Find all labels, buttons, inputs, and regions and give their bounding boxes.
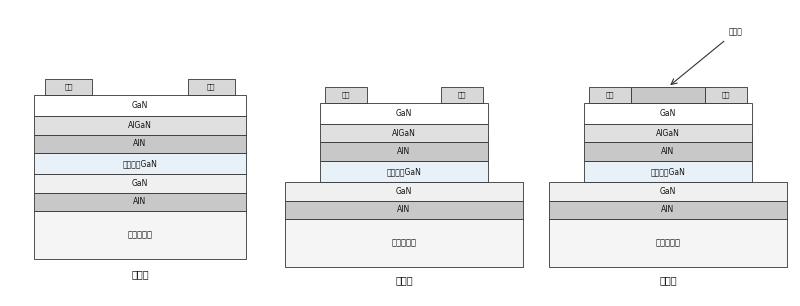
Text: 第一步: 第一步 — [131, 270, 149, 279]
Bar — [285, 219, 523, 267]
Bar — [583, 103, 753, 124]
Bar — [589, 87, 631, 103]
Text: AlN: AlN — [134, 139, 146, 148]
Text: GaN: GaN — [396, 109, 412, 118]
Text: AlN: AlN — [134, 197, 146, 206]
Text: GaN: GaN — [396, 187, 412, 196]
Text: GaN: GaN — [132, 179, 148, 188]
Text: 高迁移率GaN: 高迁移率GaN — [650, 167, 686, 176]
Text: AlN: AlN — [398, 205, 410, 214]
Bar — [705, 87, 747, 103]
Bar — [319, 103, 489, 124]
Text: AlN: AlN — [398, 147, 410, 156]
Text: 高迁移率GaN: 高迁移率GaN — [122, 159, 158, 168]
Text: AlN: AlN — [662, 205, 674, 214]
Text: AlGaN: AlGaN — [128, 121, 152, 130]
Text: 金属: 金属 — [722, 91, 730, 98]
Text: 金属: 金属 — [458, 91, 466, 98]
Bar — [550, 219, 787, 267]
Bar — [550, 200, 787, 219]
Bar — [319, 161, 489, 182]
Text: 第三步: 第三步 — [659, 275, 677, 285]
Bar — [583, 124, 753, 142]
Text: 蓝宝石衬底: 蓝宝石衬底 — [127, 230, 153, 239]
Text: 高迁移率GaN: 高迁移率GaN — [386, 167, 422, 176]
Bar — [631, 87, 705, 103]
Bar — [34, 211, 246, 259]
Bar — [187, 79, 235, 95]
Bar — [441, 87, 483, 103]
Bar — [34, 135, 246, 153]
Text: AlGaN: AlGaN — [392, 129, 416, 138]
Text: GaN: GaN — [660, 187, 676, 196]
Bar — [34, 174, 246, 192]
Bar — [45, 79, 93, 95]
Text: AlN: AlN — [662, 147, 674, 156]
Bar — [285, 200, 523, 219]
Bar — [583, 142, 753, 161]
Bar — [34, 192, 246, 211]
Bar — [319, 124, 489, 142]
Bar — [583, 161, 753, 182]
Bar — [325, 87, 367, 103]
Bar — [34, 116, 246, 135]
Text: 第二步: 第二步 — [395, 275, 413, 285]
Text: 钝化层: 钝化层 — [729, 28, 742, 37]
Bar — [550, 182, 787, 200]
Text: 蓝宝石衬底: 蓝宝石衬底 — [655, 238, 681, 247]
Bar — [34, 153, 246, 174]
Text: 金属: 金属 — [65, 84, 73, 90]
Text: GaN: GaN — [660, 109, 676, 118]
Text: 金属: 金属 — [606, 91, 614, 98]
Text: AlGaN: AlGaN — [656, 129, 680, 138]
Bar — [319, 142, 489, 161]
Text: 蓝宝石衬底: 蓝宝石衬底 — [391, 238, 417, 247]
Bar — [34, 95, 246, 116]
Bar — [285, 182, 523, 200]
Text: GaN: GaN — [132, 101, 148, 110]
Text: 金属: 金属 — [207, 84, 215, 90]
Text: 金属: 金属 — [342, 91, 350, 98]
